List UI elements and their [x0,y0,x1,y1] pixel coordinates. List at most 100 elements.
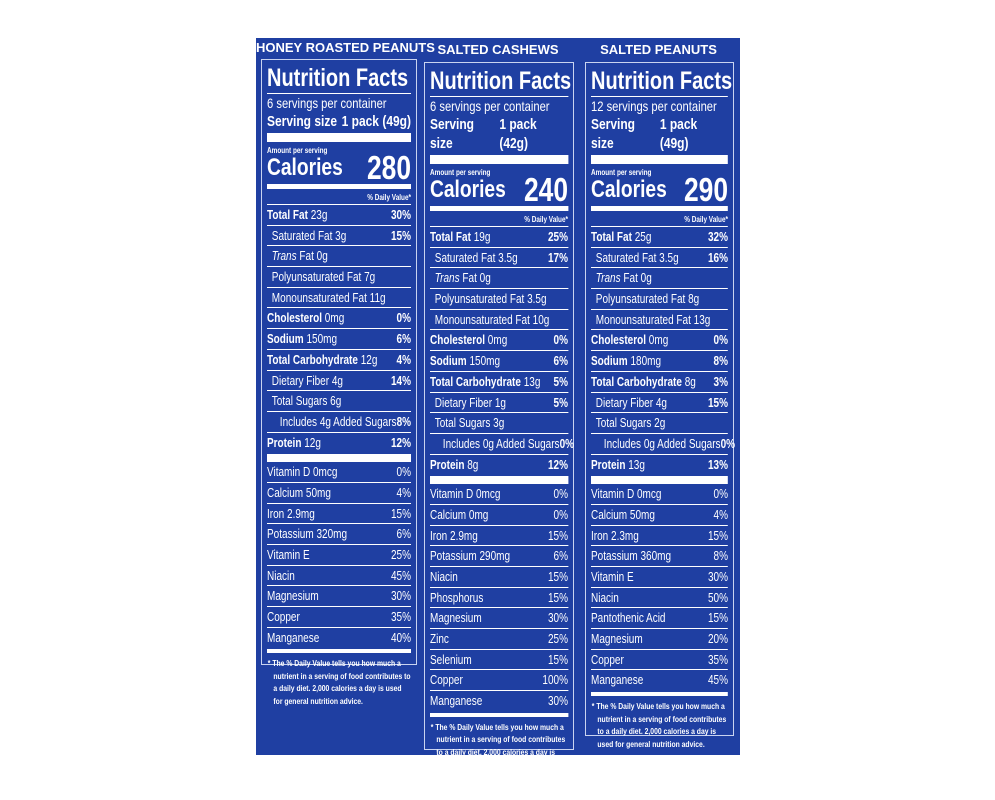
thin-thick-divider [430,712,568,717]
nutrient-row: Trans Fat 0g [591,268,728,290]
nutrient-name: Cholesterol [591,333,647,348]
servings-per-container: 6 servings per container [430,98,550,114]
nutrient-dv: 0% [559,436,575,451]
vitamin-dv: 4% [713,507,728,522]
nutrient-label: Total Fat 25g [591,227,651,247]
nutrient-label: Sodium 150mg [267,329,337,349]
serving-size-value: 1 pack (49g) [659,116,698,152]
vitamin-row: Selenium 15% [430,650,568,671]
nutrient-row: Cholesterol 0mg 0% [267,308,411,330]
nutrient-name: Includes 4g Added Sugars [279,414,397,429]
vitamin-name: Iron 2.9mg [430,528,478,543]
nutrient-label: Cholesterol 0mg [267,308,344,328]
nutrition-label: Nutrition Facts 6 servings per container S… [424,62,575,769]
nutrient-dv: 0% [396,311,411,326]
calories-value: 290 [683,171,728,208]
nutrient-name: Monounsaturated Fat 13g [595,312,711,327]
vitamin-row: Manganese 30% [430,691,568,712]
nutrient-name: Monounsaturated Fat 11g [271,290,386,305]
nutrient-row: Total Sugars 6g [267,391,411,412]
vitamin-name: Vitamin D 0mcg [430,487,501,502]
nutrient-name: Protein [267,435,302,450]
nutrient-row: Protein 13g 13% [591,455,728,476]
vitamin-name: Niacin [430,570,458,584]
vitamin-name: Vitamin E [267,548,310,562]
nutrient-label: Monounsaturated Fat 11g [272,288,386,308]
vitamin-dv: 50% [707,590,728,605]
vitamin-row: Vitamin D 0mcg 0% [267,462,411,483]
nutrient-row: Cholesterol 0mg 0% [430,330,568,352]
nutrient-amount: 150mg [469,354,501,369]
nutrient-dv: 5% [553,374,568,389]
nutrient-label: Saturated Fat 3.5g [435,248,518,268]
amount-per-serving: Amount per serving [267,146,328,155]
vitamin-row: Potassium 290mg 6% [430,546,568,567]
vitamin-row: Iron 2.9mg 15% [267,504,411,525]
nutrient-row: Total Carbohydrate 12g 4% [267,350,411,371]
calories-label: Calories [591,176,667,203]
nutrient-row: Total Fat 19g 25% [430,227,568,248]
serving-size: Serving size 1 pack (49g) [591,115,728,153]
daily-value-header: % Daily Value* [267,192,411,205]
nutrient-dv: 6% [553,354,568,369]
nutrient-row: Polyunsaturated Fat 8g [591,289,728,310]
vitamin-row: Magnesium 30% [430,608,568,630]
vitamin-dv: 25% [547,632,568,647]
vitamin-dv: 45% [707,673,728,688]
nutrient-dv: 0% [553,333,568,348]
nutrient-label: Cholesterol 0mg [591,330,668,350]
nutrient-label: Dietary Fiber 4g [596,393,667,413]
nutrition-label: Nutrition Facts 12 servings per container… [585,62,735,749]
nutrient-name: Sodium [430,354,467,369]
vitamin-row: Pantothenic Acid 15% [591,608,728,630]
nutrient-amount: 13g [523,374,541,389]
nutrient-name: Dietary Fiber 4g [271,373,343,388]
nutrient-dv: 3% [713,374,728,389]
nutrient-name: Sodium [267,332,304,347]
vitamin-dv: 8% [713,549,728,564]
nutrient-name: Total Sugars 6g [271,394,342,409]
nutrient-amount: 0mg [648,333,669,348]
vitamin-name: Calcium 0mg [430,507,489,522]
nutrient-dv: 12% [390,435,411,450]
nutrient-row: Monounsaturated Fat 13g [591,310,728,331]
nutrient-amount: 0mg [324,311,345,326]
nutrient-label: Trans Fat 0g [596,268,652,288]
nutrient-amount: 19g [473,230,491,244]
nutrient-name-italic: Trans [271,249,297,264]
vitamin-name: Iron 2.9mg [267,506,315,521]
nutrient-amount: 0mg [487,333,508,348]
vitamin-dv: 100% [542,673,568,688]
vitamin-dv: 0% [713,487,728,502]
nutrient-label: Dietary Fiber 4g [272,371,343,391]
vitamin-dv: 30% [390,589,411,604]
nutrition-panel-2: SALTED CASHEWS Nutrition Facts 6 servings … [419,38,577,769]
nutrient-label: Includes 0g Added Sugars [443,434,560,454]
vitamin-row: Iron 2.3mg 15% [591,526,728,547]
product-name: SALTED PEANUTS [600,42,717,57]
nutrient-dv: 5% [553,395,568,410]
vitamin-row: Niacin 45% [267,566,411,587]
serving-size: Serving size 1 pack (42g) [430,115,568,153]
vitamin-name: Niacin [267,568,295,583]
nutrient-label: Sodium 150mg [430,351,500,371]
vitamin-name: Copper [430,673,463,688]
vitamin-dv: 6% [553,549,568,564]
label-title: Nutrition Facts [430,67,572,97]
medium-divider [430,206,568,211]
nutrient-dv: 25% [547,230,568,244]
vitamin-name: Potassium 360mg [591,549,672,564]
nutrient-name: Polyunsaturated Fat 3.5g [434,292,547,307]
thin-thick-divider [267,649,411,654]
vitamin-name: Iron 2.3mg [591,528,639,543]
vitamin-row: Zinc 25% [430,629,568,650]
daily-value-header: % Daily Value* [591,214,728,227]
calories-label: Calories [430,176,506,203]
thin-thick-divider [591,692,728,697]
nutrient-row: Protein 8g 12% [430,455,568,476]
nutrient-name: Polyunsaturated Fat 8g [595,292,700,307]
thick-divider [267,454,411,463]
vitamin-dv: 15% [707,611,728,626]
nutrient-label: Includes 4g Added Sugars [280,412,397,432]
nutrient-label: Polyunsaturated Fat 7g [272,267,375,287]
